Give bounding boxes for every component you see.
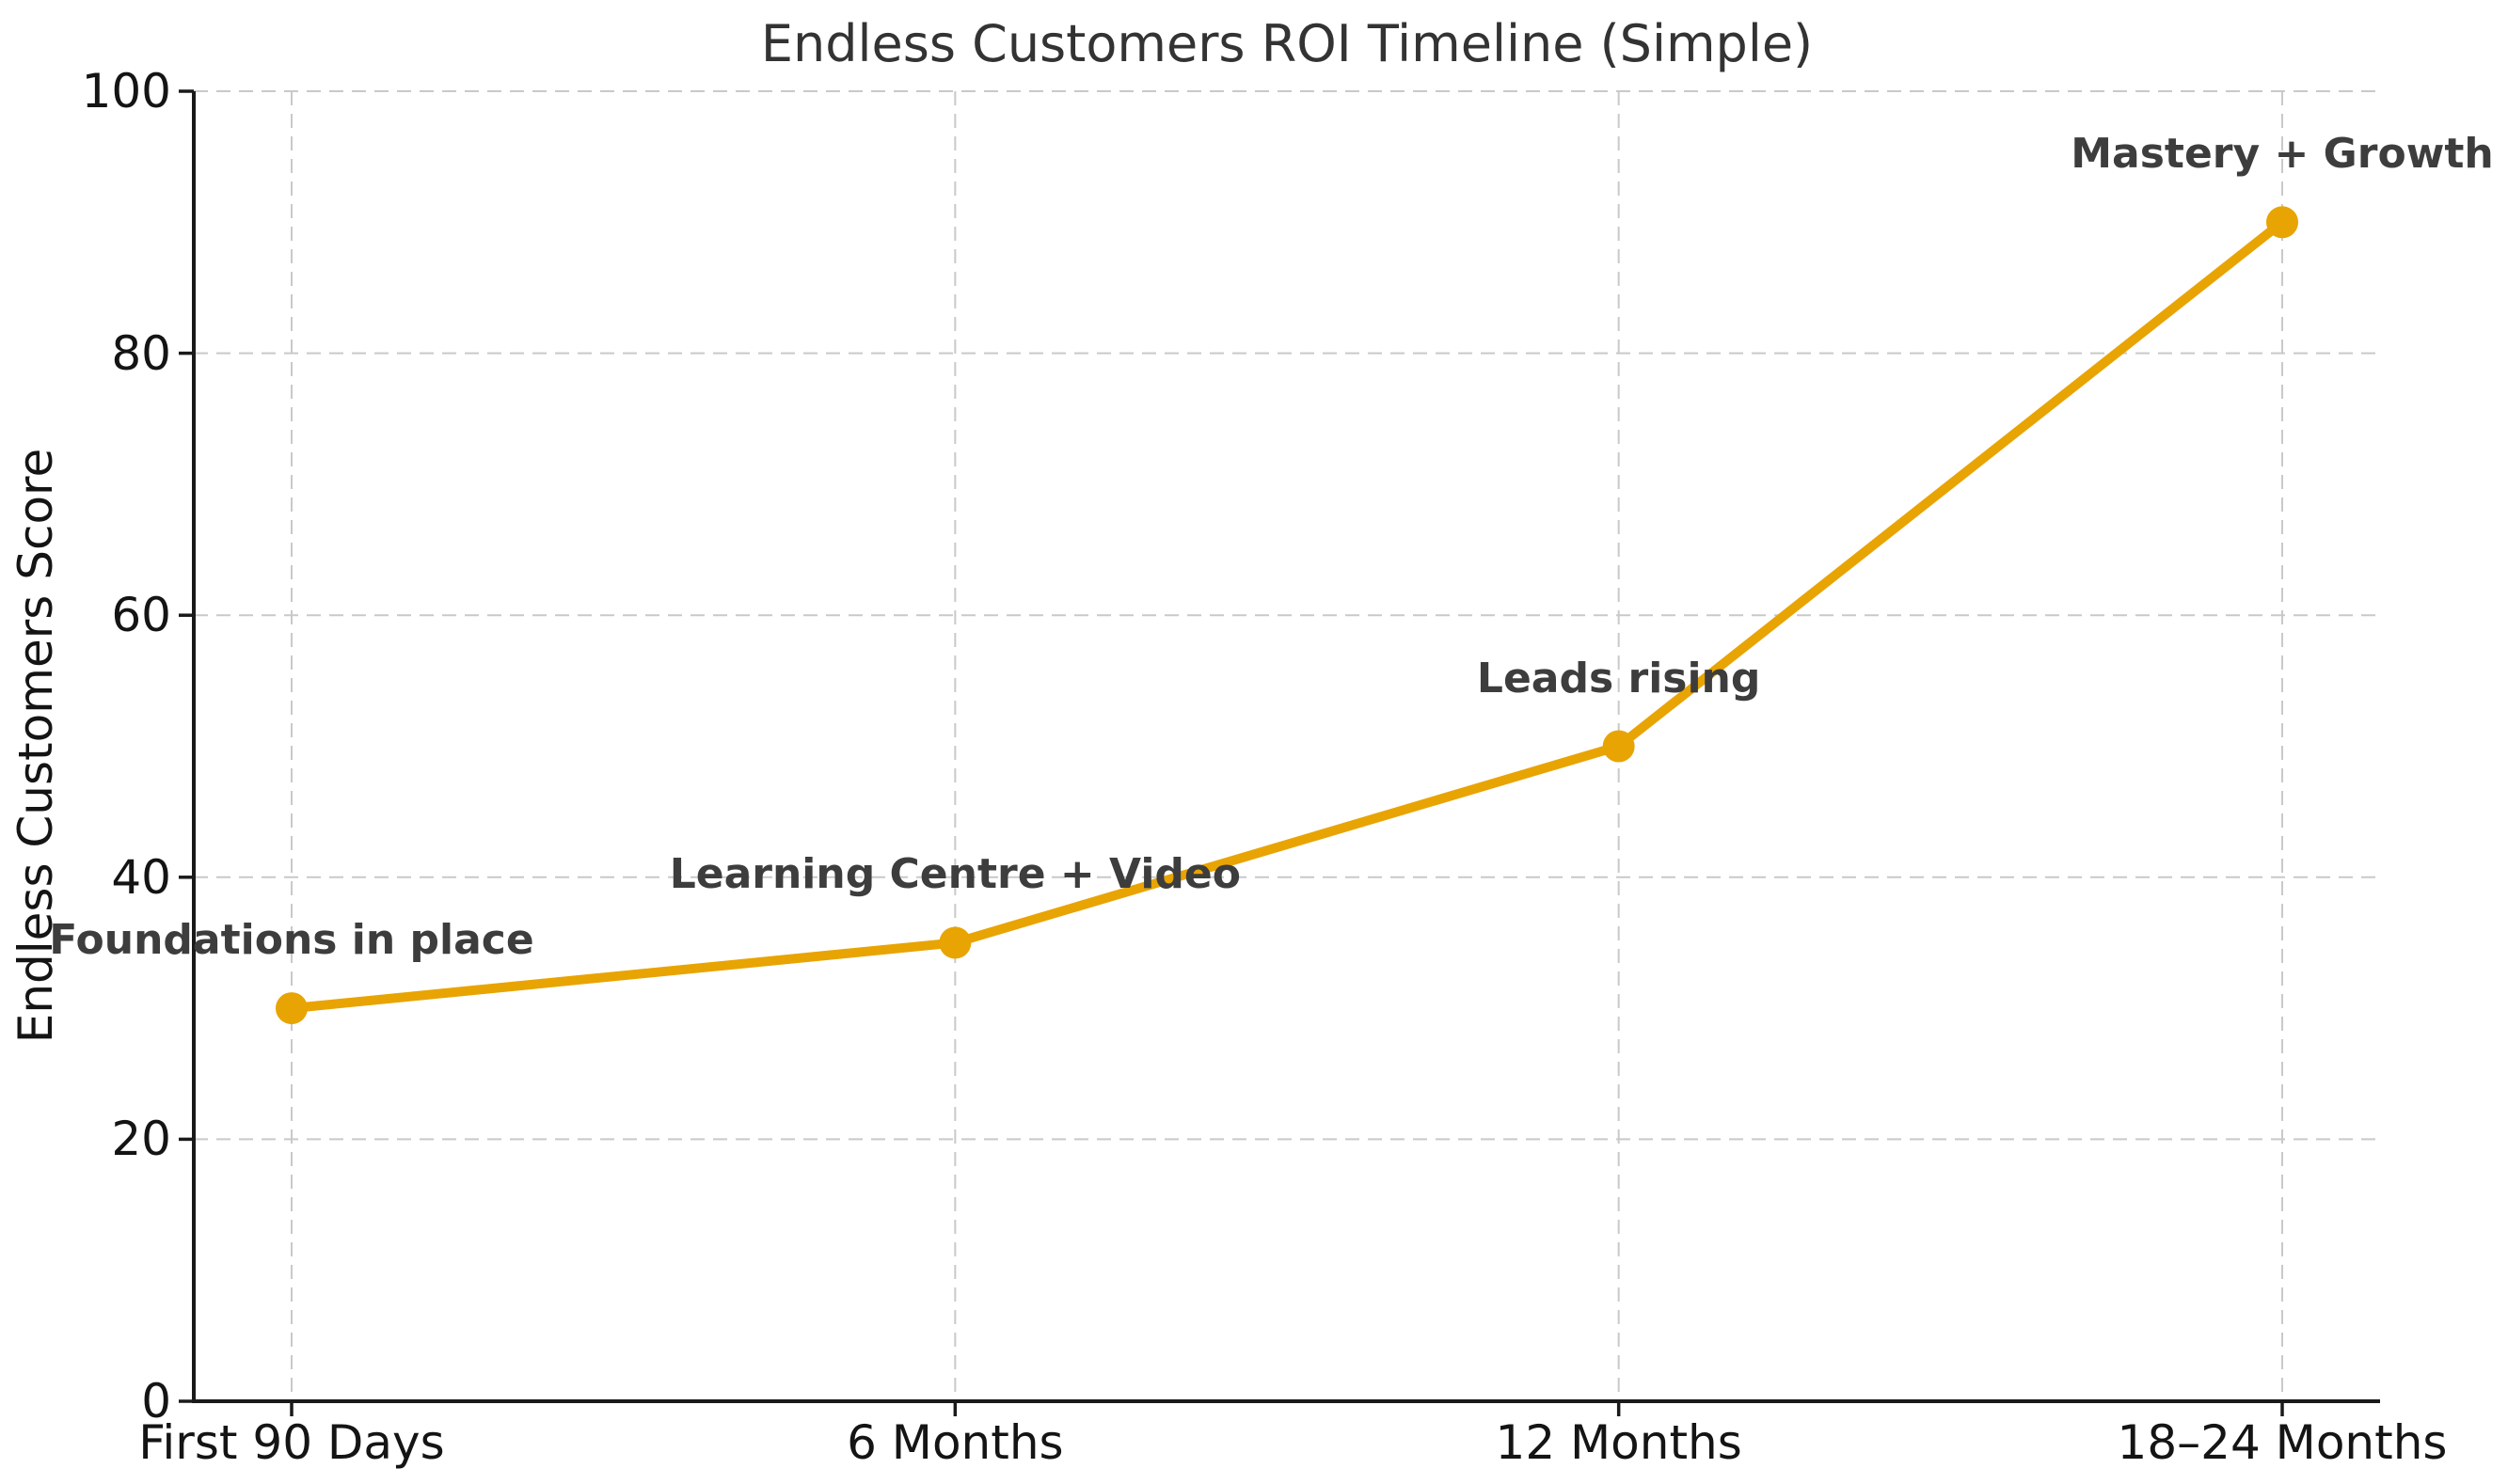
data-line (287, 217, 2287, 1014)
y-tick-label: 60 (111, 588, 171, 643)
annotation-label: Mastery + Growth (2071, 130, 2494, 179)
x-tick-label: First 90 Days (138, 1415, 445, 1470)
annotation-label: Learning Centre + Video (669, 850, 1241, 899)
annotation-label: Foundations in place (49, 916, 534, 965)
chart-title: Endless Customers ROI Timeline (Simple) (760, 14, 1814, 73)
y-axis-label: Endless Customers Score (8, 448, 63, 1044)
x-tick-label: 18–24 Months (2117, 1415, 2448, 1470)
data-point-marker (1602, 730, 1635, 763)
data-point-marker (2266, 206, 2298, 239)
x-tick-label: 6 Months (847, 1415, 1064, 1470)
y-tick-label: 0 (141, 1374, 171, 1429)
y-tick-label: 40 (111, 849, 171, 905)
annotation-label: Leads rising (1476, 654, 1761, 703)
data-point-marker (939, 926, 972, 959)
y-tick-label: 20 (111, 1112, 171, 1167)
y-tick-label: 100 (81, 64, 171, 118)
x-tick-label: 12 Months (1495, 1415, 1742, 1470)
y-tick-label: 80 (111, 325, 171, 381)
data-point-marker (276, 992, 308, 1025)
